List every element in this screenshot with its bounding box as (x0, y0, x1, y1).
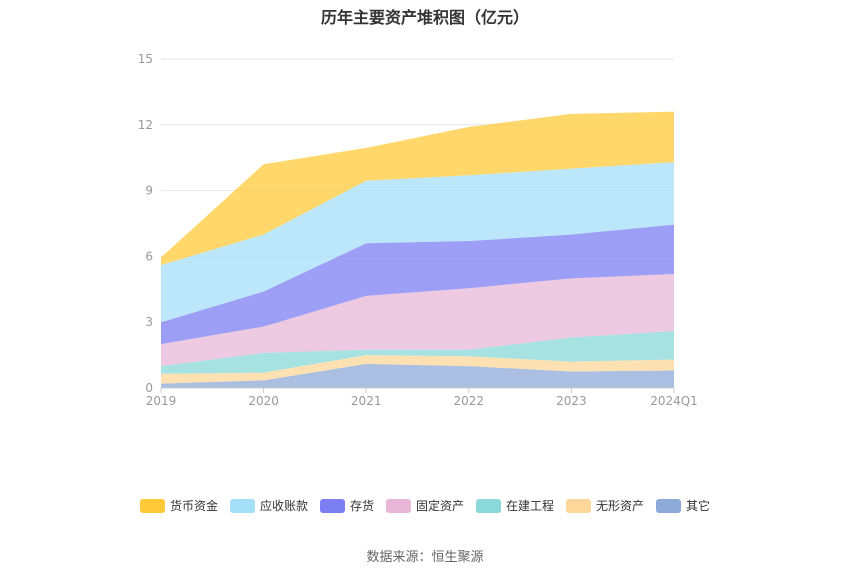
legend-label: 货币资金 (169, 499, 218, 513)
area-series-存货 (161, 224, 674, 345)
legend-swatch (139, 498, 165, 513)
chart-legend: 货币资金 应收账款 存货 固定资产 在建工程 无形资产 其它 (0, 497, 850, 514)
legend-label: 应收账款 (259, 499, 308, 513)
legend-swatch (656, 498, 682, 513)
y-tick-label: 3 (145, 315, 153, 329)
chart-title: 历年主要资产堆积图（亿元） (320, 8, 529, 27)
legend-label: 在建工程 (506, 499, 555, 513)
x-tick-label: 2024Q1 (650, 394, 698, 408)
legend-item[interactable]: 应收账款 (229, 497, 308, 514)
stacked-area-chart: 0 3 6 9 12 15 2019 2020 2021 2022 2023 2024Q1 (138, 52, 698, 408)
y-tick-label: 6 (145, 249, 153, 263)
area-series-在建工程 (161, 330, 674, 374)
legend-item[interactable]: 存货 (319, 497, 374, 514)
legend-item[interactable]: 在建工程 (476, 497, 554, 514)
legend-swatch (319, 498, 345, 513)
legend-item[interactable]: 固定资产 (385, 497, 464, 514)
area-series-固定资产 (161, 273, 674, 367)
legend-swatch (385, 498, 411, 513)
area-series-应收账款 (161, 162, 674, 323)
x-tick-label: 2023 (556, 394, 587, 408)
legend-swatch (566, 498, 592, 513)
x-tick-label: 2019 (146, 394, 177, 408)
area-series-货币资金 (161, 111, 674, 266)
legend-item[interactable]: 无形资产 (566, 497, 644, 514)
legend-label: 无形资产 (596, 499, 645, 513)
x-tick-label: 2021 (351, 394, 382, 408)
y-tick-label: 9 (145, 184, 153, 198)
y-tick-label: 0 (145, 381, 153, 395)
legend-label: 其它 (686, 499, 711, 513)
legend-swatch (476, 498, 501, 513)
area-series-无形资产 (161, 355, 674, 384)
y-tick-label: 15 (138, 52, 153, 66)
legend-item[interactable]: 其它 (656, 497, 710, 514)
x-tick-label: 2020 (248, 394, 279, 408)
legend-swatch (229, 498, 255, 513)
legend-label: 固定资产 (415, 499, 464, 513)
y-tick-label: 12 (138, 118, 153, 132)
data-source: 数据来源：恒生聚源 (366, 550, 484, 565)
legend-item[interactable]: 货币资金 (139, 497, 218, 514)
x-tick-label: 2022 (454, 394, 485, 408)
area-series-其它 (161, 363, 674, 388)
legend-label: 存货 (349, 499, 374, 513)
